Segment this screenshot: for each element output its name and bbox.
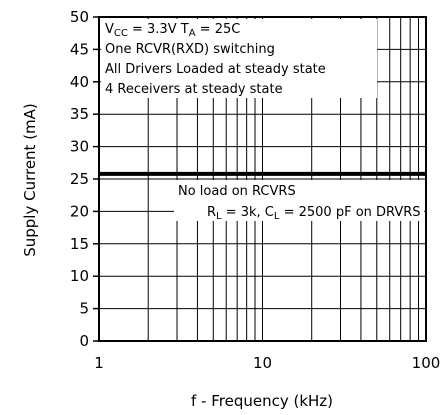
annotation-no-load: No load on RCVRS bbox=[178, 184, 296, 199]
annotation-conditions: VCC = 3.3V TA = 25C bbox=[105, 22, 240, 39]
y-tick-label: 25 bbox=[70, 170, 89, 188]
y-axis-title: Supply Current (mA) bbox=[21, 103, 39, 257]
annotation-line-3: 4 Receivers at steady state bbox=[105, 82, 283, 97]
y-tick-label: 15 bbox=[70, 235, 89, 253]
annotation-rl-base: R bbox=[207, 205, 216, 220]
annotation-ta-base: T bbox=[180, 22, 189, 37]
annotation-top-bg bbox=[101, 19, 377, 98]
annotation-line-1: One RCVR(RXD) switching bbox=[105, 42, 275, 57]
annotation-top: VCC = 3.3V TA = 25C One RCVR(RXD) switch… bbox=[101, 19, 377, 98]
annotation-ta-rest: = 25C bbox=[196, 22, 241, 37]
y-tick-label: 40 bbox=[70, 73, 89, 91]
annotation-vcc-rest: = 3.3V bbox=[128, 22, 181, 37]
x-tick-label: 1 bbox=[94, 354, 104, 372]
annotation-cl-sub: L bbox=[274, 211, 280, 222]
plot-frame bbox=[98, 16, 427, 342]
y-tick-label: 10 bbox=[70, 267, 89, 285]
y-tick-label: 30 bbox=[70, 138, 89, 156]
x-tick-label: 10 bbox=[253, 354, 272, 372]
tick-labels: 0 5 10 15 20 25 30 35 40 45 50 1 10 100 bbox=[70, 8, 440, 372]
x-axis-title: f - Frequency (kHz) bbox=[191, 392, 333, 410]
annotation-cl-base: C bbox=[265, 205, 274, 220]
y-tick-label: 50 bbox=[70, 8, 89, 26]
y-tick-label: 45 bbox=[70, 40, 89, 58]
annotation-line-2: All Drivers Loaded at steady state bbox=[105, 62, 326, 77]
annotation-bottom-bg bbox=[174, 180, 424, 221]
annotation-bottom: No load on RCVRS RL = 3k, CL = 2500 pF o… bbox=[174, 180, 441, 222]
annotation-ta-sub: A bbox=[189, 28, 196, 39]
y-tick-label: 20 bbox=[70, 202, 89, 220]
y-tick-label: 35 bbox=[70, 105, 89, 123]
y-tick-label: 0 bbox=[79, 332, 89, 350]
x-tick-label: 100 bbox=[412, 354, 441, 372]
annotation-rl-rest: = 3k, bbox=[222, 205, 265, 220]
annotation-vcc-base: V bbox=[105, 22, 114, 37]
annotation-load-conditions: RL = 3k, CL = 2500 pF on DRVRS bbox=[178, 205, 441, 222]
annotation-cl-rest: = 2500 pF on DRVRS bbox=[279, 205, 420, 220]
annotation-rl-sub: L bbox=[216, 211, 222, 222]
y-tick-label: 5 bbox=[79, 300, 89, 318]
annotation-vcc-sub: CC bbox=[114, 28, 128, 39]
